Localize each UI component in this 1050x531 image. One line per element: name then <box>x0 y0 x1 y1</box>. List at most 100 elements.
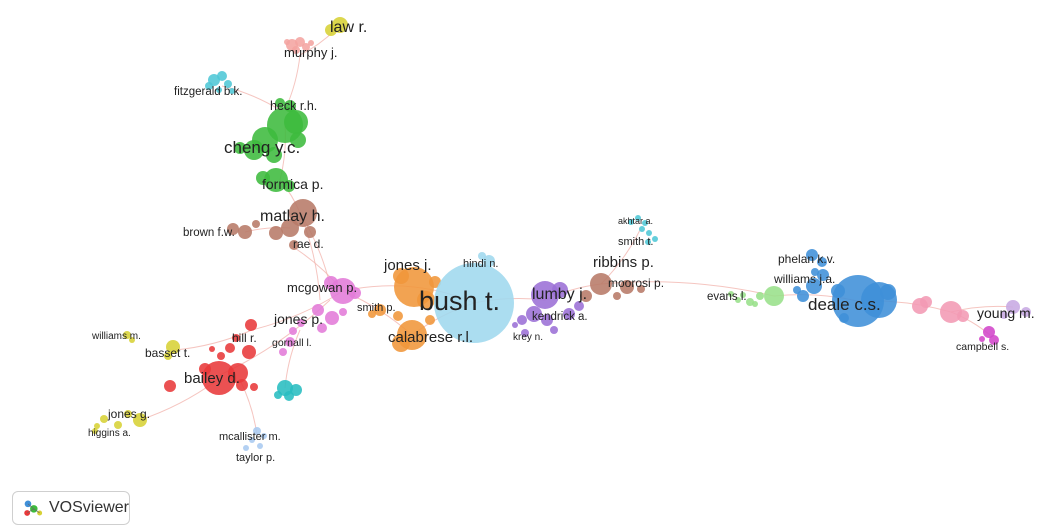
author-bubble[interactable] <box>645 239 651 245</box>
author-label[interactable]: smith t. <box>618 236 653 248</box>
author-bubble[interactable] <box>243 445 249 451</box>
author-bubble[interactable] <box>590 273 612 295</box>
author-label[interactable]: williams j.a. <box>773 272 835 286</box>
author-label[interactable]: murphy j. <box>284 45 337 60</box>
author-bubble[interactable] <box>957 310 969 322</box>
author-bubble[interactable] <box>295 37 305 47</box>
author-bubble[interactable] <box>284 39 290 45</box>
author-bubble[interactable] <box>574 301 584 311</box>
author-label[interactable]: lumby j. <box>532 286 587 303</box>
author-bubble[interactable] <box>252 220 260 228</box>
author-bubble[interactable] <box>646 230 652 236</box>
author-bubble[interactable] <box>283 180 295 192</box>
author-bubble[interactable] <box>483 255 495 267</box>
author-bubble[interactable] <box>811 268 819 276</box>
author-bubble[interactable] <box>393 268 409 284</box>
author-bubble[interactable] <box>217 352 225 360</box>
author-bubble[interactable] <box>339 308 347 316</box>
author-bubble[interactable] <box>580 290 592 302</box>
author-bubble[interactable] <box>478 252 486 260</box>
author-bubble[interactable] <box>308 40 314 46</box>
author-bubble[interactable] <box>806 278 822 294</box>
author-bubble[interactable] <box>531 281 559 309</box>
author-bubble[interactable] <box>123 331 131 339</box>
author-bubble[interactable] <box>284 100 296 112</box>
author-label[interactable]: cheng y.c. <box>224 138 300 157</box>
author-label[interactable]: rae d. <box>293 237 324 251</box>
author-label[interactable]: phelan k.v. <box>778 252 835 266</box>
author-label[interactable]: fitzgerald b.k. <box>174 86 242 98</box>
author-label[interactable]: formica p. <box>262 176 323 192</box>
author-label[interactable]: hill r. <box>232 331 257 345</box>
author-bubble[interactable] <box>1000 311 1008 319</box>
author-bubble[interactable] <box>284 391 294 401</box>
author-bubble[interactable] <box>434 263 514 343</box>
author-label[interactable]: bush t. <box>419 286 500 316</box>
author-bubble[interactable] <box>269 226 283 240</box>
author-bubble[interactable] <box>114 421 122 429</box>
author-bubble[interactable] <box>133 413 147 427</box>
author-label[interactable]: ribbins p. <box>593 254 654 271</box>
author-bubble[interactable] <box>224 80 232 88</box>
author-label[interactable]: akhtar a. <box>618 216 653 226</box>
author-label[interactable]: jones p. <box>273 311 323 327</box>
author-label[interactable]: mcallister m. <box>219 431 281 443</box>
author-bubble[interactable] <box>541 314 553 326</box>
author-bubble[interactable] <box>325 24 337 36</box>
author-bubble[interactable] <box>275 98 285 108</box>
author-label[interactable]: hindi n. <box>463 258 498 270</box>
author-bubble[interactable] <box>550 326 558 334</box>
author-bubble[interactable] <box>417 291 435 309</box>
author-label[interactable]: williams m. <box>91 331 141 342</box>
author-bubble[interactable] <box>292 46 300 54</box>
author-bubble[interactable] <box>289 327 297 335</box>
author-bubble[interactable] <box>735 297 741 303</box>
author-bubble[interactable] <box>368 310 376 318</box>
author-bubble[interactable] <box>92 428 98 434</box>
author-bubble[interactable] <box>205 82 213 90</box>
author-bubble[interactable] <box>628 219 634 225</box>
author-label[interactable]: jones j. <box>383 257 432 274</box>
author-bubble[interactable] <box>817 257 827 267</box>
author-bubble[interactable] <box>740 292 746 298</box>
author-label[interactable]: calabrese r.l. <box>388 329 473 346</box>
author-bubble[interactable] <box>526 306 542 322</box>
author-bubble[interactable] <box>317 323 327 333</box>
author-bubble[interactable] <box>261 433 267 439</box>
author-bubble[interactable] <box>940 301 962 323</box>
author-bubble[interactable] <box>216 87 222 93</box>
author-bubble[interactable] <box>238 225 252 239</box>
author-bubble[interactable] <box>637 285 645 293</box>
author-label[interactable]: law r. <box>330 19 367 36</box>
author-label[interactable]: brown f.w. <box>183 227 235 239</box>
author-bubble[interactable] <box>652 236 658 242</box>
author-bubble[interactable] <box>266 147 282 163</box>
author-bubble[interactable] <box>920 296 932 308</box>
author-bubble[interactable] <box>563 308 575 320</box>
author-bubble[interactable] <box>217 71 227 81</box>
author-bubble[interactable] <box>229 88 235 94</box>
author-bubble[interactable] <box>880 284 896 300</box>
author-bubble[interactable] <box>312 304 324 316</box>
author-bubble[interactable] <box>199 363 211 375</box>
author-bubble[interactable] <box>244 140 264 160</box>
author-bubble[interactable] <box>284 110 308 134</box>
author-label[interactable]: kendrick a. <box>532 311 588 323</box>
author-bubble[interactable] <box>392 334 410 352</box>
author-label[interactable]: higgins a. <box>88 428 131 439</box>
author-bubble[interactable] <box>297 319 305 327</box>
author-bubble[interactable] <box>279 348 287 356</box>
author-label[interactable]: young m. <box>977 305 1035 321</box>
author-bubble[interactable] <box>728 291 734 297</box>
author-bubble[interactable] <box>234 142 246 154</box>
author-label[interactable]: matlay h. <box>260 208 325 225</box>
author-bubble[interactable] <box>764 286 784 306</box>
author-bubble[interactable] <box>817 269 829 281</box>
author-bubble[interactable] <box>979 336 985 342</box>
author-label[interactable]: jones g. <box>107 407 150 421</box>
author-label[interactable]: basset t. <box>145 346 190 360</box>
author-bubble[interactable] <box>552 282 568 298</box>
author-bubble[interactable] <box>324 276 338 290</box>
author-bubble[interactable] <box>100 415 108 423</box>
